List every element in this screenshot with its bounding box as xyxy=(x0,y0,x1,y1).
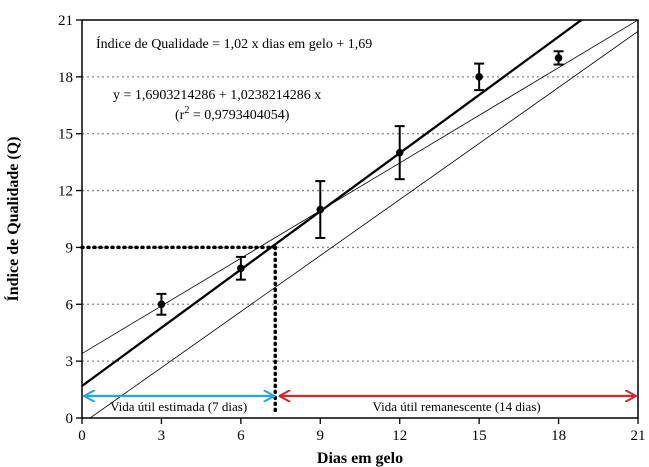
confidence-band xyxy=(82,20,638,418)
regression-line xyxy=(82,20,584,387)
confidence-band-lower xyxy=(89,31,638,418)
x-axis-title: Dias em gelo xyxy=(317,450,403,467)
x-tick-label: 12 xyxy=(392,428,407,444)
plot-frame xyxy=(81,19,639,419)
x-tick-label: 9 xyxy=(317,428,325,444)
data-point xyxy=(157,300,166,309)
x-tick-label: 0 xyxy=(78,428,86,444)
x-tick-label: 3 xyxy=(158,428,166,444)
y-tick-label: 0 xyxy=(66,411,74,427)
equation-fit: y = 1,6903214286 + 1,0238214286 x xyxy=(113,88,321,103)
y-ticks: 0 3 6 9 12 15 18 21 xyxy=(58,13,82,427)
data-point xyxy=(237,264,245,273)
x-tick-label: 18 xyxy=(551,428,566,444)
confidence-band-upper xyxy=(82,20,638,354)
zone-label: Vida útil remanescente (14 dias) xyxy=(373,399,541,414)
equation-main: Índice de Qualidade = 1,02 x dias em gel… xyxy=(96,35,372,52)
data-point xyxy=(395,148,404,157)
y-tick-label: 18 xyxy=(58,70,73,86)
data-points xyxy=(156,50,564,316)
y-tick-label: 12 xyxy=(58,184,73,200)
x-tick-label: 6 xyxy=(237,428,245,444)
reference-lines xyxy=(80,245,278,417)
r-squared: (r2 = 0,9793404054) xyxy=(175,105,290,123)
zone-label: Vida útil estimada (7 dias) xyxy=(110,399,247,414)
x-tick-label: 15 xyxy=(472,428,487,444)
data-point xyxy=(554,54,563,62)
x-tick-label: 21 xyxy=(631,428,646,444)
data-point xyxy=(316,205,325,214)
grid-lines xyxy=(82,76,638,362)
y-tick-label: 21 xyxy=(58,13,73,29)
zones: Vida útil estimada (7 dias) Vida útil rem… xyxy=(84,396,636,414)
y-tick-label: 6 xyxy=(66,297,74,313)
y-axis-title: Índice de Qualidade (Q) xyxy=(3,137,22,302)
y-tick-label: 3 xyxy=(66,354,74,370)
x-ticks: 0 3 6 9 12 15 18 21 xyxy=(78,418,646,444)
y-tick-label: 15 xyxy=(58,127,73,143)
y-tick-label: 9 xyxy=(66,240,74,256)
data-point xyxy=(475,73,483,81)
